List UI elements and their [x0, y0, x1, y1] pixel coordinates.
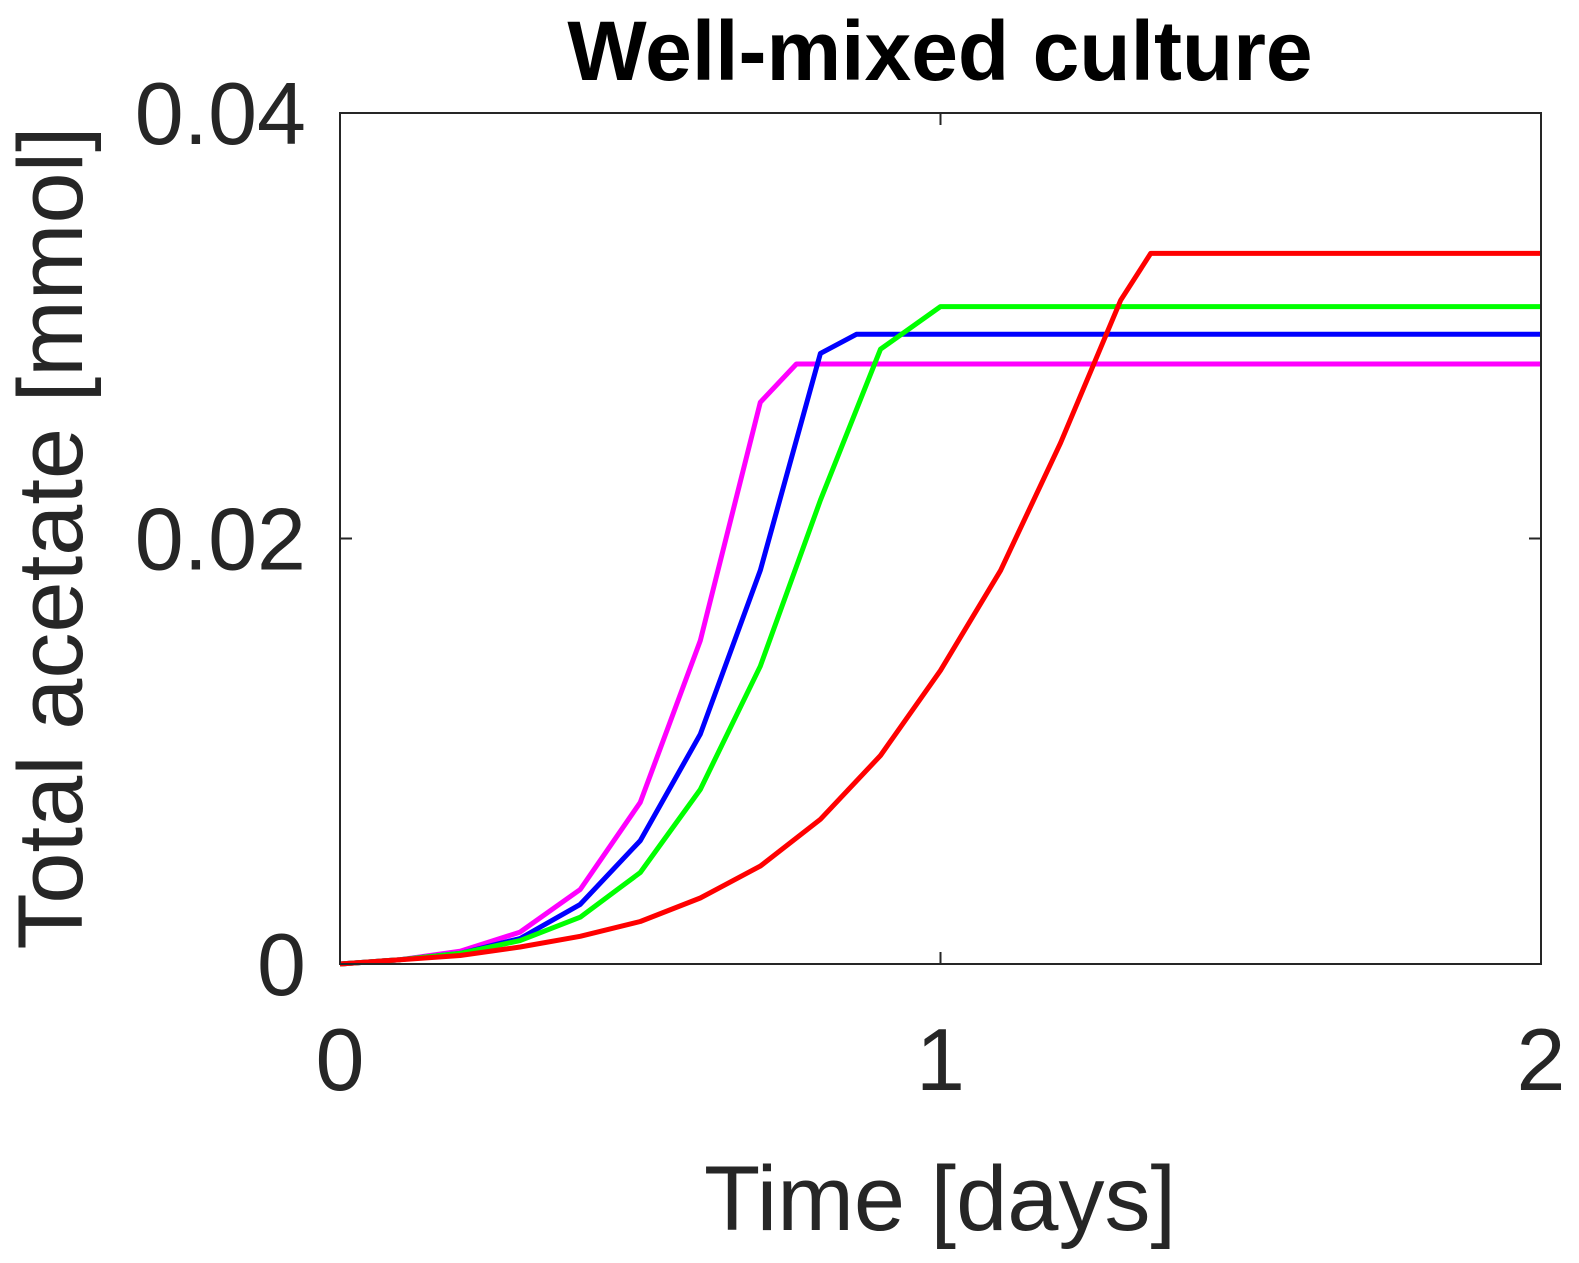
y-tick-label: 0.02: [135, 490, 306, 589]
y-tick-label: 0: [257, 915, 306, 1014]
chart-title: Well-mixed culture: [567, 4, 1312, 98]
x-axis: 0 1 2: [316, 113, 1566, 1109]
plot-series: [339, 250, 1541, 967]
x-axis-label: Time [days]: [704, 1148, 1176, 1250]
y-axis-label: Total acetate [mmol]: [0, 126, 102, 949]
series-line-3: [339, 250, 1541, 967]
x-tick-label: 1: [916, 1010, 965, 1109]
x-tick-label: 0: [316, 1010, 365, 1109]
series-line-2: [339, 304, 1541, 967]
series-line-0: [339, 361, 1541, 967]
series-line-1: [339, 331, 1541, 967]
x-tick-label: 2: [1517, 1010, 1566, 1109]
y-axis: 0 0.02 0.04: [135, 64, 1541, 1014]
y-tick-label: 0.04: [135, 64, 306, 163]
plot-frame: [339, 112, 1542, 965]
